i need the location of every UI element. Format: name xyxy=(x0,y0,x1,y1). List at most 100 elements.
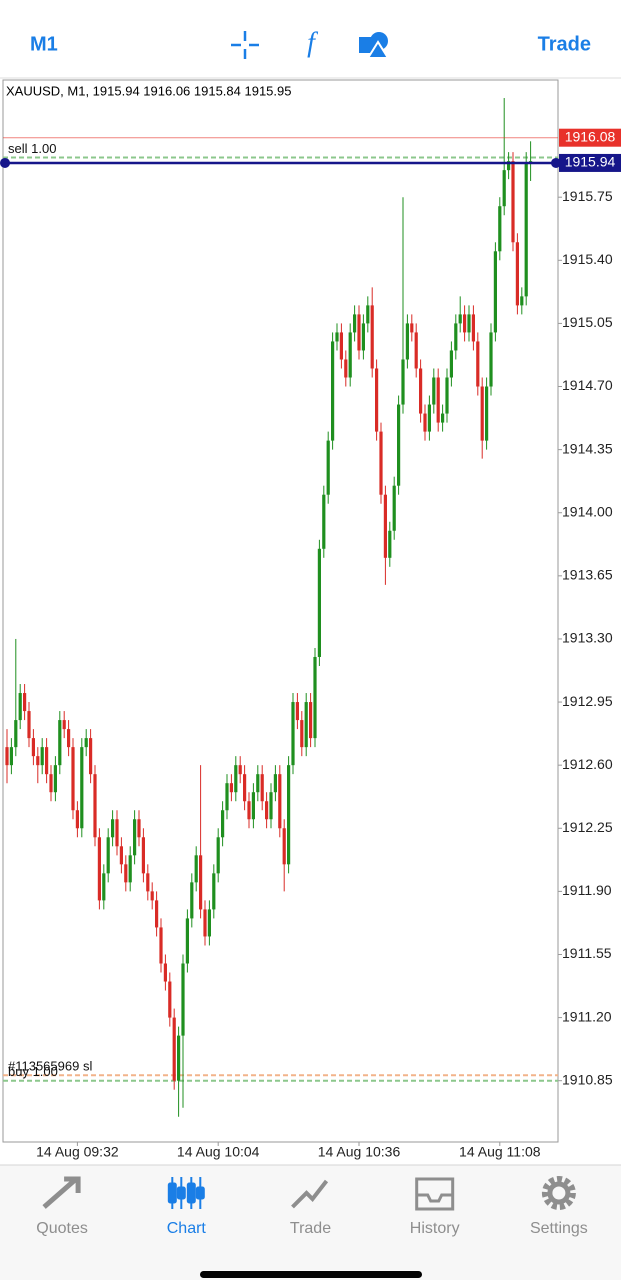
top-bar xyxy=(0,0,621,78)
candle-body xyxy=(221,810,225,838)
candle-body xyxy=(353,314,357,333)
y-tick-label: 1915.05 xyxy=(562,314,613,330)
candle-body xyxy=(427,404,431,432)
candle-body xyxy=(36,756,40,766)
candle-body xyxy=(190,882,194,919)
y-tick-label: 1912.95 xyxy=(562,693,613,709)
candle-body xyxy=(207,909,211,937)
y-tick-label: 1915.75 xyxy=(562,188,613,204)
candle-body xyxy=(234,765,238,793)
candle-body xyxy=(102,873,106,901)
tab-icon xyxy=(291,1179,329,1209)
candle-body xyxy=(177,1035,181,1081)
tab-icon xyxy=(415,1177,455,1211)
candle-body xyxy=(265,801,269,820)
y-tick-label: 1915.40 xyxy=(562,251,613,267)
price-label: 1915.94 xyxy=(565,154,616,170)
candle-body xyxy=(524,162,528,297)
candle-body xyxy=(432,377,436,405)
chart-icon-body xyxy=(186,1182,196,1204)
candle-body xyxy=(62,720,66,730)
candle-body xyxy=(247,801,251,820)
candle-body xyxy=(300,720,304,748)
candle-body xyxy=(53,765,57,793)
crosshair-button[interactable] xyxy=(231,31,259,59)
candle-body xyxy=(339,332,343,360)
candle-body xyxy=(335,332,339,342)
candle-body xyxy=(256,774,260,793)
candle-body xyxy=(441,413,445,423)
candle-body xyxy=(159,927,163,964)
timeframe-button[interactable]: M1 xyxy=(30,33,58,55)
candle-body xyxy=(375,368,379,432)
candle-body xyxy=(471,314,475,342)
x-tick-label: 14 Aug 11:08 xyxy=(459,1144,541,1160)
candle-body xyxy=(93,774,97,838)
order-label: buy 1.00 xyxy=(8,1064,58,1079)
candle-body xyxy=(150,891,154,901)
tab-bar xyxy=(0,1165,621,1280)
chart-icon-body xyxy=(176,1186,186,1200)
candle-body xyxy=(14,720,18,748)
trade-button[interactable]: Trade xyxy=(538,33,591,55)
candle-body xyxy=(115,819,119,847)
candle-body xyxy=(124,864,128,883)
y-tick-label: 1912.25 xyxy=(562,819,613,835)
settings-icon-core xyxy=(547,1181,571,1205)
tab-icon xyxy=(541,1176,576,1210)
candle-body xyxy=(515,242,519,306)
history-icon xyxy=(415,1177,455,1211)
candle-body xyxy=(326,440,330,495)
candle-body xyxy=(388,530,392,558)
candle-body xyxy=(172,1017,176,1081)
chart-icon-body xyxy=(167,1182,177,1204)
candle-body xyxy=(229,783,233,793)
candle-body xyxy=(331,341,335,441)
candle-body xyxy=(251,792,255,820)
y-tick-label: 1911.20 xyxy=(562,1008,612,1024)
tab-label[interactable]: Trade xyxy=(290,1220,331,1237)
y-tick-label: 1910.85 xyxy=(562,1071,613,1087)
indicators-button[interactable]: f xyxy=(307,27,318,58)
candle-body xyxy=(366,305,370,324)
y-tick-label: 1914.70 xyxy=(562,377,613,393)
candle-body xyxy=(111,819,115,838)
objects-button[interactable] xyxy=(359,32,390,59)
candle-body xyxy=(436,377,440,423)
candle-body xyxy=(520,296,524,306)
candle-body xyxy=(401,359,405,405)
candle-body xyxy=(212,873,216,910)
candle-body xyxy=(489,332,493,387)
candle-body xyxy=(458,314,462,324)
settings-icon xyxy=(541,1176,576,1210)
candle-body xyxy=(379,431,383,495)
tab-label[interactable]: Settings xyxy=(530,1220,588,1237)
candle-body xyxy=(445,377,449,414)
price-label: 1916.08 xyxy=(565,128,616,144)
candle-body xyxy=(493,251,497,333)
candle-body xyxy=(203,909,207,937)
candle-body xyxy=(141,837,145,874)
chart-icon-body xyxy=(195,1186,205,1200)
candle-body xyxy=(168,981,172,1018)
candle-body xyxy=(480,386,484,441)
tab-label[interactable]: Quotes xyxy=(36,1220,88,1237)
candles xyxy=(5,98,533,1117)
line-handle xyxy=(551,157,561,168)
candle-body xyxy=(40,747,44,766)
candle-body xyxy=(419,368,423,414)
candle-body xyxy=(322,494,326,549)
tab-label[interactable]: History xyxy=(410,1220,460,1237)
candle-body xyxy=(291,702,295,766)
candle-body xyxy=(313,656,317,739)
candle-body xyxy=(163,963,167,982)
tab-label[interactable]: Chart xyxy=(167,1220,207,1237)
x-tick-label: 14 Aug 10:36 xyxy=(318,1144,401,1160)
candle-body xyxy=(370,305,374,369)
candle-body xyxy=(199,855,203,910)
candle-body xyxy=(97,837,101,901)
candle-body xyxy=(392,485,396,531)
chart-title: XAUUSD, M1, 1915.94 1916.06 1915.84 1915… xyxy=(6,83,292,98)
candle-body xyxy=(344,359,348,378)
